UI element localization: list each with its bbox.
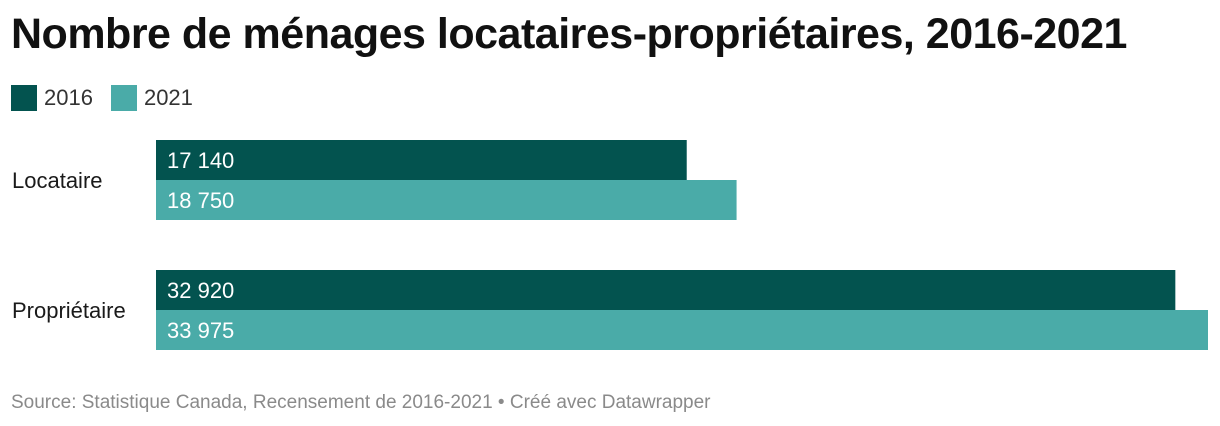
bar-proprietaire-2016: [156, 270, 1176, 310]
bar-locataire-2021: [156, 180, 737, 220]
bar-proprietaire-2021: [156, 310, 1208, 350]
legend-swatch-2021: [110, 85, 137, 111]
value-label-proprietaire-2016: 32 920: [167, 278, 234, 303]
value-label-locataire-2021: 18 750: [167, 188, 234, 213]
legend-swatch-2016: [11, 85, 37, 111]
legend-item-2016: 2016: [11, 85, 93, 111]
legend-label-2021: 2021: [143, 85, 193, 110]
legend: 2016 2021: [11, 85, 211, 111]
value-label-proprietaire-2021: 33 975: [167, 318, 234, 343]
bar-locataire-2016: [156, 140, 687, 180]
chart-title: Nombre de ménages locataires-propriétair…: [11, 10, 1127, 58]
value-label-locataire-2016: 17 140: [167, 148, 234, 173]
legend-item-2021: 2021: [110, 85, 193, 111]
category-label-locataire: Locataire: [12, 168, 103, 193]
category-label-proprietaire: Propriétaire: [12, 298, 126, 323]
legend-label-2016: 2016: [44, 85, 93, 110]
source-note: Source: Statistique Canada, Recensement …: [11, 392, 711, 413]
bar-chart: Locataire 17 140 18 750 Propriétaire 32 920 3…: [12, 140, 1208, 350]
